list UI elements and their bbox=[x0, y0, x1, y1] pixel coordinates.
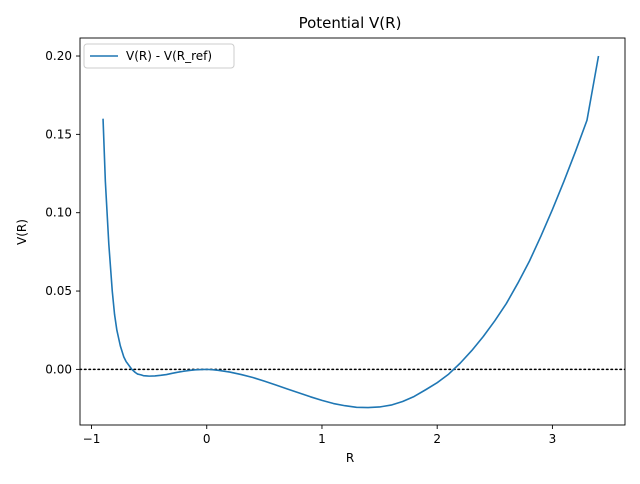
y-tick-label: 0.00 bbox=[45, 362, 72, 376]
y-tick-label: 0.20 bbox=[45, 49, 72, 63]
chart-title: Potential V(R) bbox=[299, 14, 402, 32]
legend-box bbox=[83, 43, 235, 69]
y-axis-label: V(R) bbox=[15, 219, 29, 245]
legend-label: V(R) - V(R_ref) bbox=[126, 49, 212, 63]
legend: V(R) - V(R_ref) bbox=[83, 43, 235, 69]
axes: −1 0 1 2 3 0.00 0.05 0.10 0.15 0.20 bbox=[45, 37, 626, 446]
x-axis-label: R bbox=[346, 451, 354, 465]
series-line-0 bbox=[102, 55, 600, 409]
x-tick-label: −1 bbox=[83, 432, 101, 446]
x-tick-label: 2 bbox=[433, 432, 441, 446]
y-tick-label: 0.10 bbox=[45, 206, 72, 220]
x-tick-label: 3 bbox=[549, 432, 557, 446]
y-tick-label: 0.05 bbox=[45, 284, 72, 298]
plot-area bbox=[80, 55, 625, 409]
axes-frame bbox=[79, 37, 626, 426]
x-tick-label: 1 bbox=[318, 432, 326, 446]
y-tick-label: 0.15 bbox=[45, 127, 72, 141]
x-tick-label: 0 bbox=[203, 432, 211, 446]
